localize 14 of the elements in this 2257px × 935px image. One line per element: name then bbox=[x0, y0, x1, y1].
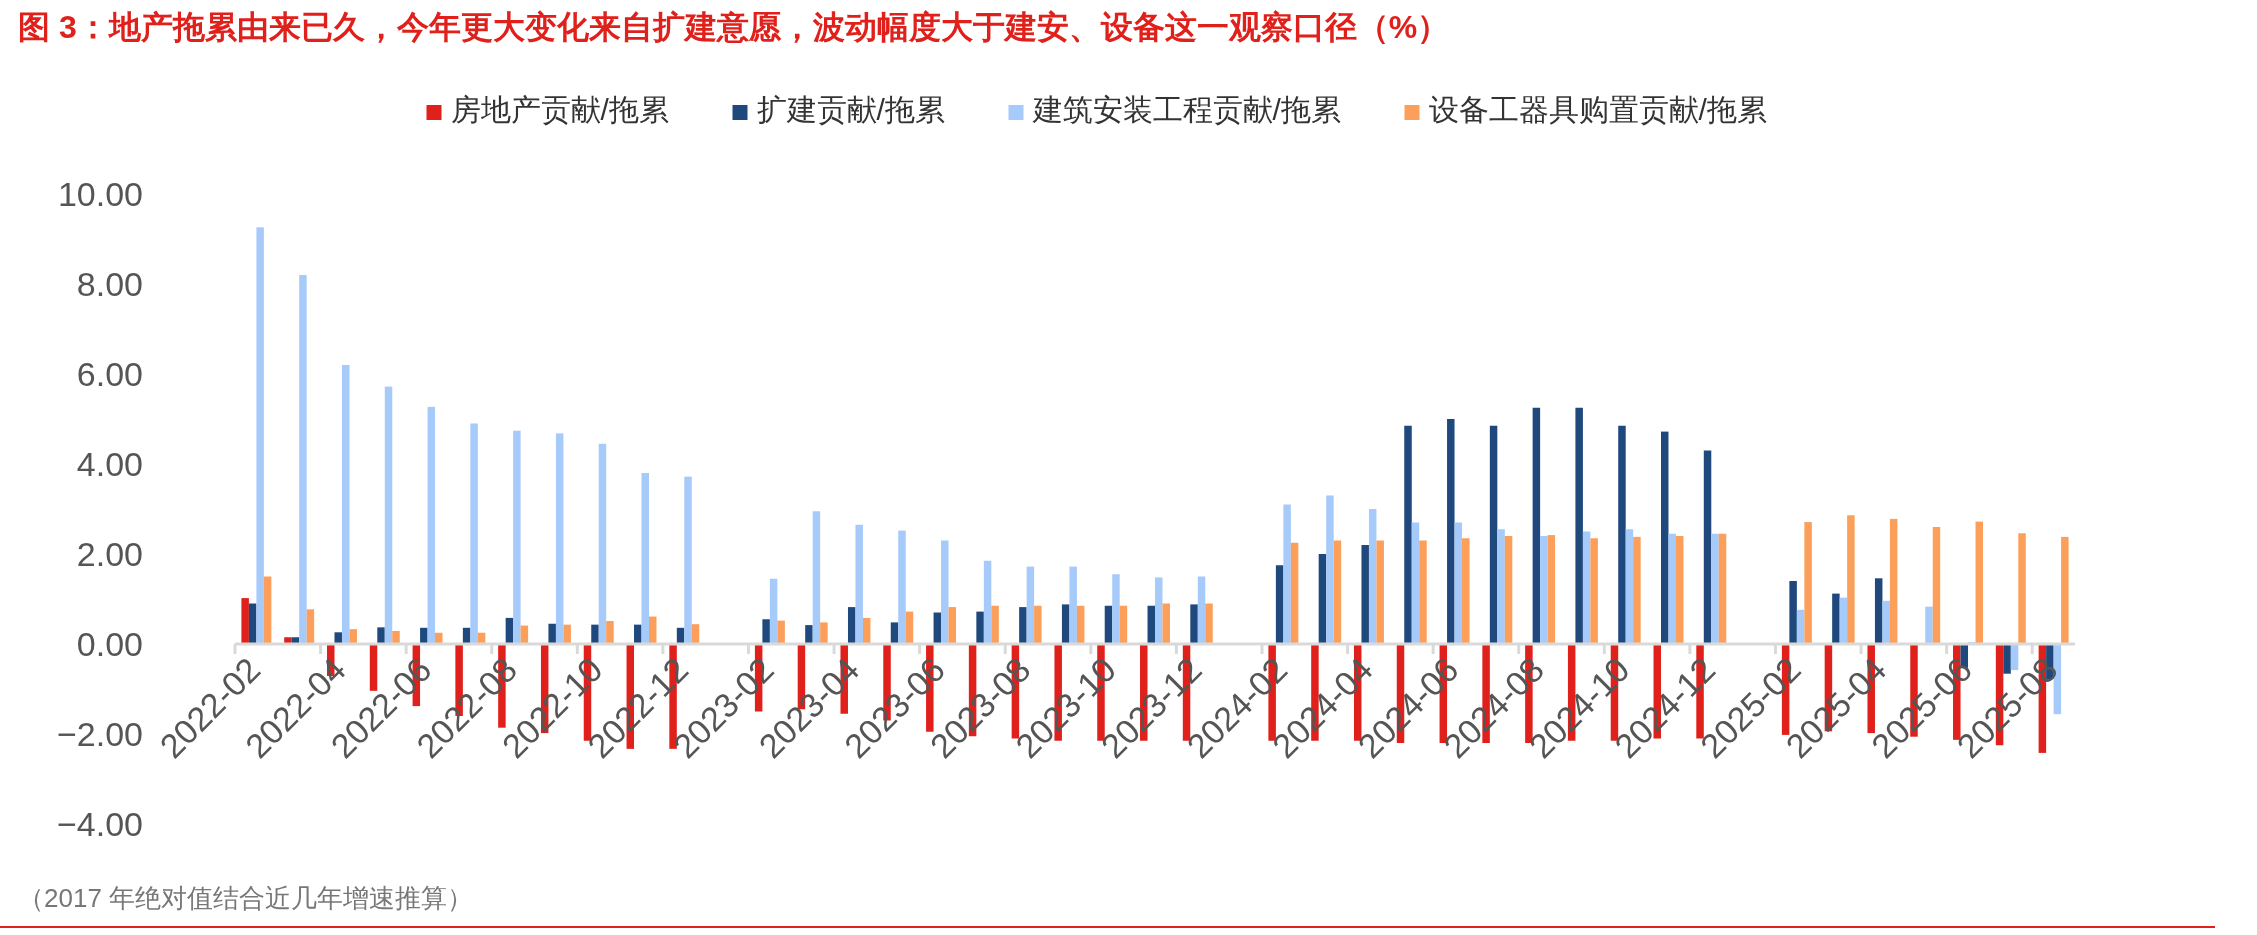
chart-title: 图 3：地产拖累由来已久，今年更大变化来自扩建意愿，波动幅度大于建安、设备这一观察口径（%） bbox=[18, 9, 1450, 45]
y-tick-label: 4.00 bbox=[76, 445, 143, 483]
legend-label: 设备工器具购置贡献/拖累 bbox=[1428, 93, 1767, 126]
text: （2017 年绝对值结合近几年增速推算） bbox=[18, 883, 474, 913]
y-tick-label: 0.00 bbox=[76, 625, 143, 663]
y-tick-label: 2.00 bbox=[76, 535, 143, 573]
y-tick-label: 10.00 bbox=[57, 175, 143, 213]
y-tick-label: 8.00 bbox=[76, 265, 143, 303]
legend-label: 建筑安装工程贡献/拖累 bbox=[1031, 93, 1341, 126]
y-tick-label: 6.00 bbox=[76, 355, 143, 393]
legend-label: 扩建贡献/拖累 bbox=[756, 93, 945, 126]
legend-label: 房地产贡献/拖累 bbox=[450, 93, 669, 126]
y-tick-label: −2.00 bbox=[56, 715, 143, 753]
y-tick-label: −4.00 bbox=[56, 805, 143, 843]
